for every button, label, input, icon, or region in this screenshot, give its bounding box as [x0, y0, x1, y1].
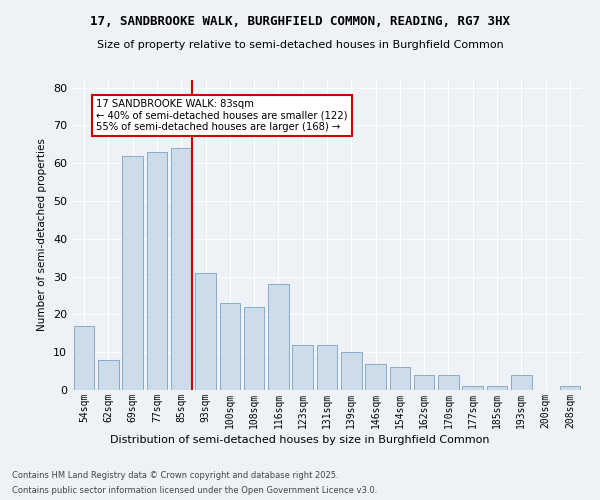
Bar: [171, 148, 191, 390]
Text: Size of property relative to semi-detached houses in Burghfield Common: Size of property relative to semi-detach…: [97, 40, 503, 50]
Bar: [122, 156, 143, 390]
Bar: [438, 375, 459, 390]
Bar: [487, 386, 508, 390]
Bar: [220, 303, 240, 390]
Y-axis label: Number of semi-detached properties: Number of semi-detached properties: [37, 138, 47, 332]
Text: 17 SANDBROOKE WALK: 83sqm
← 40% of semi-detached houses are smaller (122)
55% of: 17 SANDBROOKE WALK: 83sqm ← 40% of semi-…: [96, 99, 348, 132]
Bar: [98, 360, 119, 390]
Bar: [389, 368, 410, 390]
Bar: [195, 273, 216, 390]
Bar: [292, 344, 313, 390]
Bar: [560, 386, 580, 390]
Bar: [268, 284, 289, 390]
Bar: [365, 364, 386, 390]
Bar: [74, 326, 94, 390]
Bar: [463, 386, 483, 390]
Bar: [511, 375, 532, 390]
Text: Contains public sector information licensed under the Open Government Licence v3: Contains public sector information licen…: [12, 486, 377, 495]
Bar: [317, 344, 337, 390]
Text: Distribution of semi-detached houses by size in Burghfield Common: Distribution of semi-detached houses by …: [110, 435, 490, 445]
Bar: [244, 307, 265, 390]
Text: Contains HM Land Registry data © Crown copyright and database right 2025.: Contains HM Land Registry data © Crown c…: [12, 471, 338, 480]
Text: 17, SANDBROOKE WALK, BURGHFIELD COMMON, READING, RG7 3HX: 17, SANDBROOKE WALK, BURGHFIELD COMMON, …: [90, 15, 510, 28]
Bar: [146, 152, 167, 390]
Bar: [414, 375, 434, 390]
Bar: [341, 352, 362, 390]
